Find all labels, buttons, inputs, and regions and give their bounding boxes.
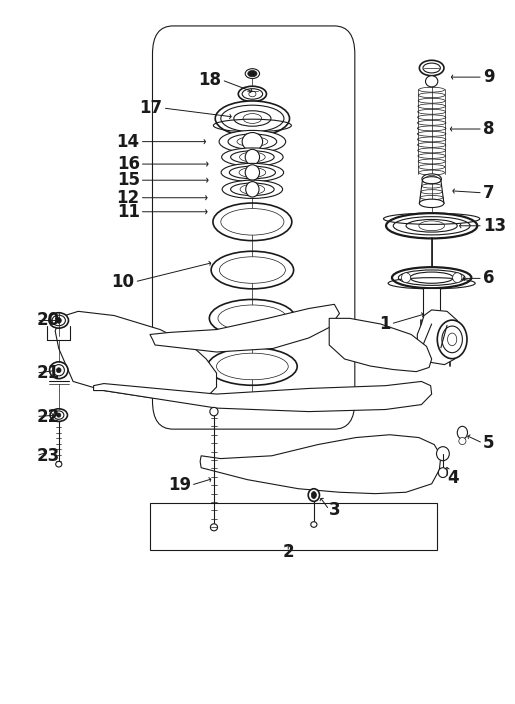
Ellipse shape: [52, 315, 65, 326]
Ellipse shape: [437, 446, 449, 460]
Ellipse shape: [246, 182, 259, 197]
Ellipse shape: [459, 438, 466, 444]
Polygon shape: [329, 318, 432, 372]
Text: 7: 7: [483, 184, 494, 202]
Ellipse shape: [448, 333, 457, 346]
Ellipse shape: [221, 163, 284, 182]
Ellipse shape: [231, 151, 274, 163]
Ellipse shape: [442, 326, 462, 353]
Ellipse shape: [237, 137, 268, 146]
Text: 20: 20: [36, 311, 59, 329]
Ellipse shape: [422, 174, 441, 184]
Ellipse shape: [222, 180, 283, 199]
Ellipse shape: [399, 270, 465, 285]
Ellipse shape: [228, 134, 277, 149]
Text: 15: 15: [117, 171, 140, 189]
Text: 10: 10: [112, 273, 134, 291]
Ellipse shape: [229, 166, 276, 179]
Polygon shape: [94, 382, 432, 412]
Ellipse shape: [392, 267, 471, 288]
Ellipse shape: [219, 257, 285, 283]
Text: 21: 21: [36, 364, 59, 382]
Text: 14: 14: [116, 132, 140, 151]
Text: 2: 2: [282, 543, 294, 561]
Ellipse shape: [49, 313, 68, 328]
Text: 9: 9: [483, 68, 494, 86]
Ellipse shape: [242, 89, 263, 99]
Ellipse shape: [311, 491, 316, 498]
Text: 12: 12: [116, 189, 140, 207]
Ellipse shape: [249, 91, 256, 96]
Text: 11: 11: [117, 203, 140, 221]
Ellipse shape: [221, 208, 284, 235]
Text: 19: 19: [168, 476, 191, 494]
Text: 22: 22: [36, 408, 59, 425]
Ellipse shape: [453, 272, 462, 282]
Ellipse shape: [438, 467, 448, 477]
Ellipse shape: [240, 184, 265, 194]
Polygon shape: [417, 310, 462, 365]
Polygon shape: [55, 311, 216, 401]
Ellipse shape: [210, 408, 218, 416]
Text: 1: 1: [379, 315, 391, 333]
Text: 18: 18: [199, 71, 221, 89]
Ellipse shape: [242, 132, 263, 151]
Ellipse shape: [56, 461, 62, 467]
Ellipse shape: [221, 148, 283, 166]
Ellipse shape: [218, 305, 287, 332]
Ellipse shape: [239, 168, 266, 177]
Ellipse shape: [231, 183, 274, 196]
Ellipse shape: [393, 217, 470, 235]
Ellipse shape: [248, 70, 257, 77]
Ellipse shape: [386, 213, 477, 239]
Ellipse shape: [401, 272, 410, 282]
Text: 23: 23: [36, 447, 59, 465]
Ellipse shape: [406, 220, 457, 232]
Ellipse shape: [422, 177, 441, 184]
Ellipse shape: [419, 199, 444, 208]
Ellipse shape: [215, 101, 289, 136]
Ellipse shape: [425, 76, 438, 87]
Ellipse shape: [54, 411, 64, 420]
Ellipse shape: [245, 165, 260, 180]
Polygon shape: [150, 304, 339, 352]
Text: 16: 16: [117, 155, 140, 173]
Ellipse shape: [419, 221, 444, 231]
Ellipse shape: [57, 367, 61, 372]
Ellipse shape: [419, 61, 444, 76]
Ellipse shape: [210, 524, 217, 531]
Text: 13: 13: [483, 217, 506, 234]
Ellipse shape: [437, 320, 467, 358]
Ellipse shape: [410, 272, 453, 283]
Ellipse shape: [56, 318, 61, 323]
Ellipse shape: [245, 149, 260, 165]
Ellipse shape: [457, 427, 468, 439]
Ellipse shape: [423, 63, 440, 73]
Ellipse shape: [234, 111, 271, 126]
Ellipse shape: [239, 152, 265, 162]
Ellipse shape: [57, 413, 61, 417]
Ellipse shape: [49, 362, 68, 379]
Text: 5: 5: [483, 434, 494, 452]
Bar: [423, 288, 440, 320]
Ellipse shape: [243, 113, 262, 123]
Ellipse shape: [311, 522, 317, 527]
Ellipse shape: [426, 175, 437, 182]
Ellipse shape: [238, 86, 266, 101]
Ellipse shape: [53, 365, 64, 376]
Ellipse shape: [221, 105, 284, 132]
Polygon shape: [200, 435, 441, 494]
Text: 3: 3: [329, 501, 341, 519]
Ellipse shape: [50, 409, 67, 422]
Ellipse shape: [219, 130, 286, 153]
Ellipse shape: [308, 489, 319, 501]
Text: 6: 6: [483, 270, 494, 287]
Text: 4: 4: [447, 470, 459, 487]
Ellipse shape: [216, 353, 288, 379]
Text: 8: 8: [483, 120, 494, 138]
Text: 17: 17: [140, 99, 163, 117]
Ellipse shape: [245, 69, 260, 79]
